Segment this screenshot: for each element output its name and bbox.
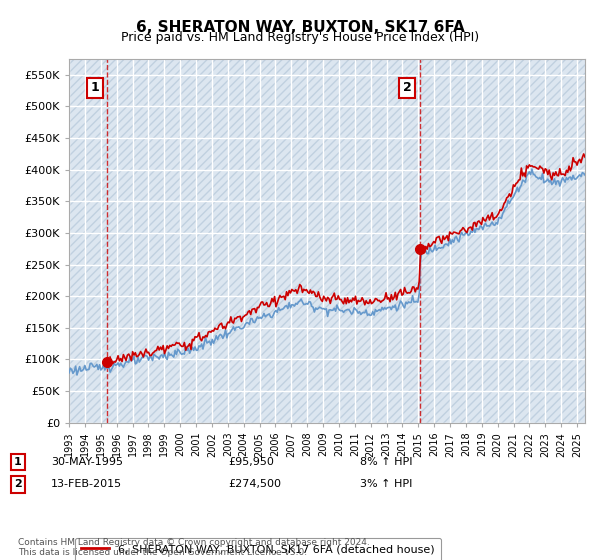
Text: 2: 2: [403, 81, 412, 95]
Text: 2: 2: [14, 479, 22, 489]
Text: Price paid vs. HM Land Registry's House Price Index (HPI): Price paid vs. HM Land Registry's House …: [121, 31, 479, 44]
Text: 1: 1: [91, 81, 99, 95]
Text: 1: 1: [14, 457, 22, 467]
Text: 8% ↑ HPI: 8% ↑ HPI: [360, 457, 413, 467]
Text: Contains HM Land Registry data © Crown copyright and database right 2024.
This d: Contains HM Land Registry data © Crown c…: [18, 538, 370, 557]
Text: 6, SHERATON WAY, BUXTON, SK17 6FA: 6, SHERATON WAY, BUXTON, SK17 6FA: [136, 20, 464, 35]
Legend: 6, SHERATON WAY, BUXTON, SK17 6FA (detached house), HPI: Average price, detached: 6, SHERATON WAY, BUXTON, SK17 6FA (detac…: [74, 538, 441, 560]
Text: £274,500: £274,500: [228, 479, 281, 489]
Text: 3% ↑ HPI: 3% ↑ HPI: [360, 479, 412, 489]
Text: £95,950: £95,950: [228, 457, 274, 467]
Text: 30-MAY-1995: 30-MAY-1995: [51, 457, 123, 467]
Text: 13-FEB-2015: 13-FEB-2015: [51, 479, 122, 489]
